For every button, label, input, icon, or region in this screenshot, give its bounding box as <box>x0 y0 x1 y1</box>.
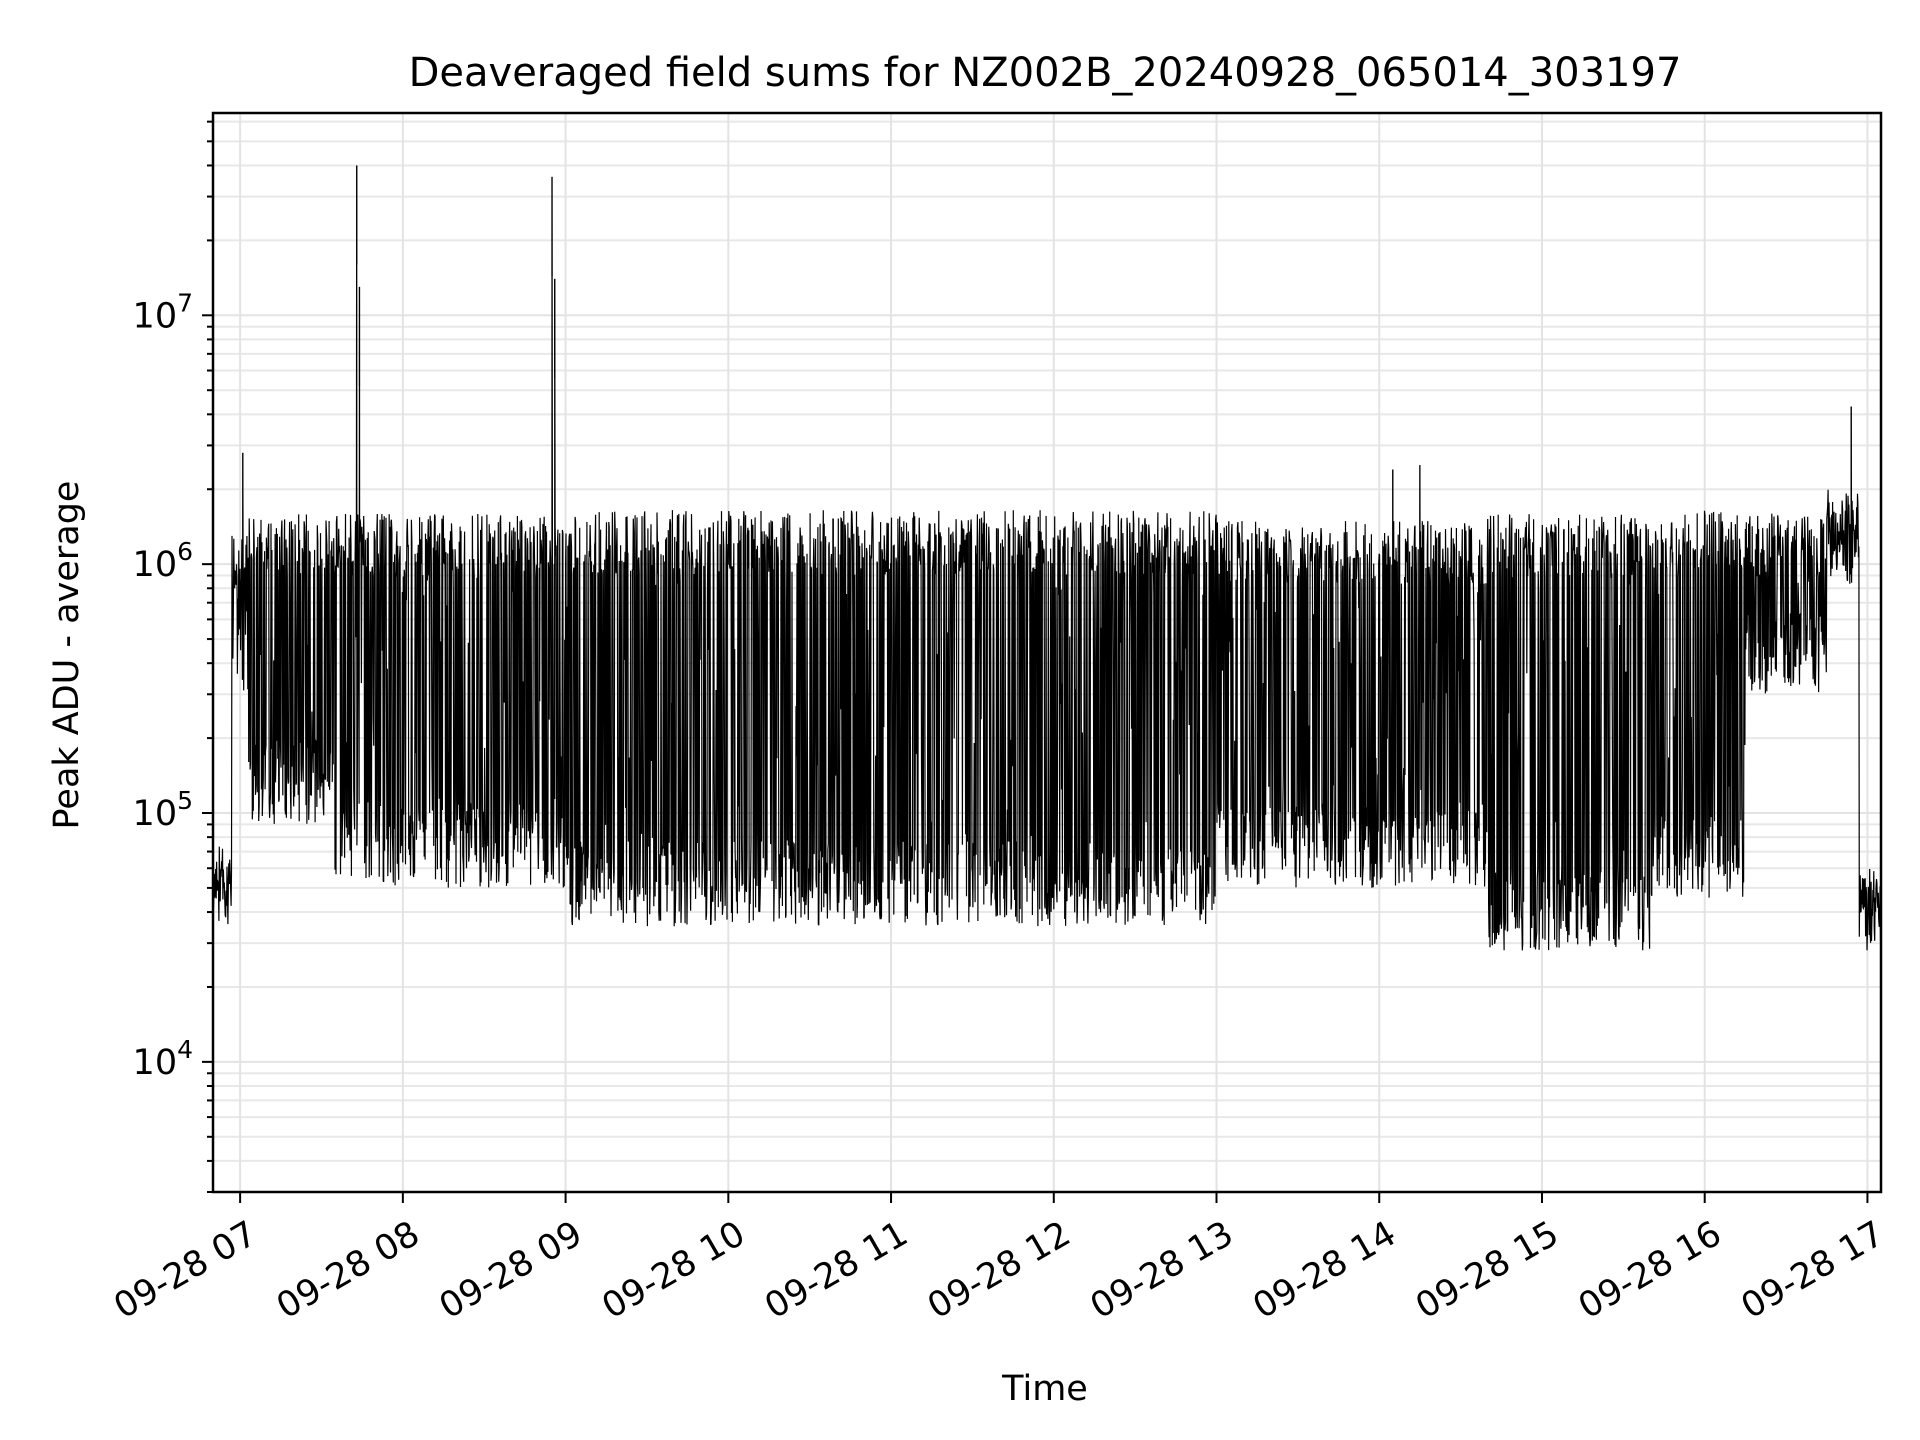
plot-frame <box>211 111 1883 1194</box>
series-line-0 <box>212 165 1882 1137</box>
x-tick-label: 09-28 14 <box>1247 1214 1403 1327</box>
x-tick-label: 09-28 07 <box>107 1214 263 1327</box>
chart-title: Deaveraged field sums for NZ002B_2024092… <box>409 50 1682 96</box>
x-tick-label: 09-28 12 <box>921 1214 1077 1327</box>
x-tick-label: 09-28 09 <box>433 1214 589 1327</box>
x-axis-label: Time <box>1001 1369 1088 1409</box>
x-tick-label: 09-28 16 <box>1572 1214 1728 1327</box>
x-tick-label: 09-28 08 <box>270 1214 426 1327</box>
y-tick-label: 106 <box>133 537 193 585</box>
x-tick-label: 09-28 10 <box>596 1214 752 1327</box>
x-tick-label: 09-28 13 <box>1084 1214 1240 1327</box>
y-axis-label: Peak ADU - average <box>47 481 87 830</box>
x-tick-label: 09-28 11 <box>758 1214 914 1327</box>
x-tick-label: 09-28 17 <box>1735 1214 1891 1327</box>
y-tick-label: 107 <box>133 288 193 336</box>
x-tick-label: 09-28 15 <box>1409 1214 1565 1327</box>
series-layer <box>212 165 1882 1137</box>
y-tick-label: 104 <box>133 1035 193 1083</box>
y-tick-label: 105 <box>133 786 193 834</box>
